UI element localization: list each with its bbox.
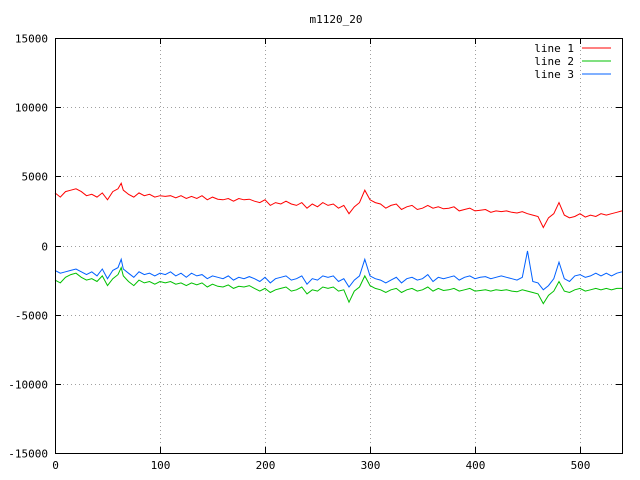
series-line-1 bbox=[54, 182, 623, 229]
y-tick-label: 5000 bbox=[22, 171, 49, 184]
y-tick-label: 0 bbox=[41, 241, 48, 254]
axes: -15000 -10000 -5000 0 5000 10000 15000 0 100 200 3… bbox=[8, 33, 623, 472]
x-tick-label: 300 bbox=[361, 459, 381, 472]
series-line-3 bbox=[54, 250, 623, 291]
y-tick-label: 15000 bbox=[15, 33, 48, 46]
x-tick-label: 0 bbox=[52, 459, 59, 472]
legend-label-line-3: line 3 bbox=[534, 68, 574, 81]
legend-label-line-2: line 2 bbox=[534, 55, 574, 68]
y-tick-label: -10000 bbox=[8, 379, 48, 392]
y-tick-label: 10000 bbox=[15, 102, 48, 115]
x-tick-label: 400 bbox=[466, 459, 486, 472]
y-tick-label: -15000 bbox=[8, 448, 48, 461]
x-tick-label: 500 bbox=[571, 459, 591, 472]
chart-title: m1120_20 bbox=[310, 13, 363, 26]
y-tick-label: -5000 bbox=[15, 310, 48, 323]
x-tick-label: 200 bbox=[256, 459, 276, 472]
grid bbox=[55, 38, 622, 453]
plot-area bbox=[54, 182, 623, 305]
series-line-2 bbox=[54, 266, 622, 305]
x-tick-label: 100 bbox=[151, 459, 171, 472]
legend-label-line-1: line 1 bbox=[534, 42, 574, 55]
